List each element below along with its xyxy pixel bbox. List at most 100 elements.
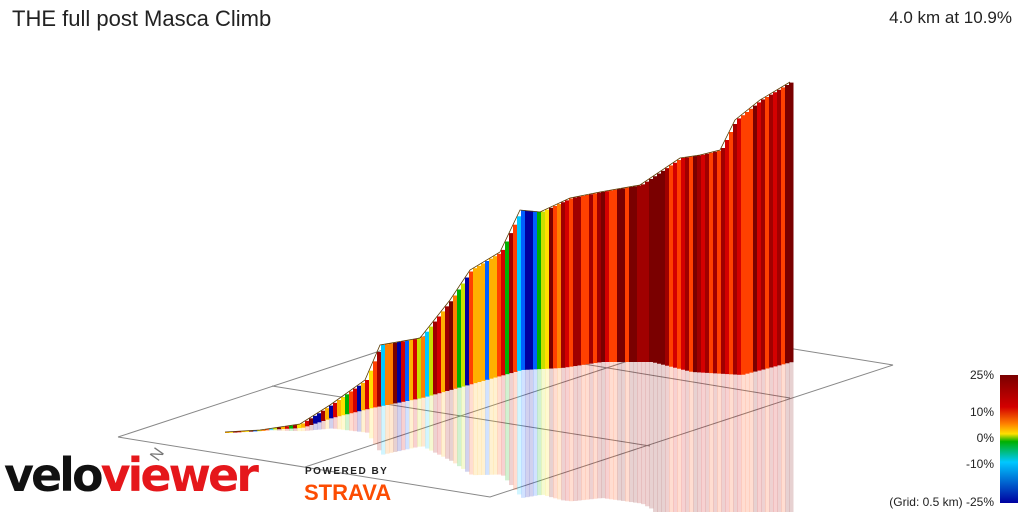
profile-strip bbox=[769, 94, 774, 368]
reflection-strip bbox=[649, 362, 654, 509]
profile-strip bbox=[485, 261, 490, 380]
reflection-strip bbox=[545, 368, 550, 497]
reflection-strip bbox=[553, 368, 558, 499]
profile-strip bbox=[617, 189, 622, 362]
profile-strip bbox=[465, 277, 470, 386]
reflection-strip bbox=[349, 413, 354, 431]
profile-strip bbox=[413, 339, 418, 400]
profile-strip bbox=[749, 108, 754, 373]
reflection-strip bbox=[753, 371, 758, 512]
profile-strip bbox=[397, 342, 402, 403]
profile-strip bbox=[261, 429, 266, 431]
reflection-strip bbox=[773, 366, 778, 512]
profile-strip bbox=[325, 408, 330, 420]
reflection-strip bbox=[369, 408, 374, 439]
reflection-strip bbox=[641, 362, 646, 505]
profile-strip bbox=[421, 336, 426, 398]
profile-strip bbox=[449, 301, 454, 390]
reflection-strip bbox=[425, 396, 430, 449]
reflection-strip bbox=[509, 373, 514, 486]
profile-strip bbox=[333, 402, 338, 418]
reflection-strip bbox=[597, 362, 602, 499]
reflection-strip bbox=[725, 374, 730, 512]
reflection-strip bbox=[497, 376, 502, 475]
profile-strip bbox=[517, 216, 522, 371]
reflection-strip bbox=[577, 365, 582, 501]
reflection-strip bbox=[293, 428, 298, 432]
profile-strip bbox=[369, 370, 374, 409]
reflection-strip bbox=[273, 429, 278, 431]
reflection-strip bbox=[277, 429, 282, 431]
profile-strip bbox=[417, 338, 422, 399]
reflection-strip bbox=[605, 362, 610, 499]
reflection-strip bbox=[737, 374, 742, 512]
profile-strip bbox=[353, 388, 358, 413]
strava-logo[interactable]: STRAVA bbox=[304, 480, 392, 505]
reflection-strip bbox=[625, 362, 630, 502]
profile-strip bbox=[373, 361, 378, 408]
profile-strip bbox=[269, 428, 274, 430]
profile-top-edge bbox=[224, 81, 791, 433]
profile-strip bbox=[621, 188, 626, 362]
profile-strip bbox=[557, 204, 562, 369]
reflection-strip bbox=[733, 374, 738, 512]
legend-label-min: -25% bbox=[965, 495, 994, 509]
profile-strip bbox=[317, 413, 322, 423]
profile-strip bbox=[277, 427, 282, 430]
profile-strip bbox=[757, 102, 762, 371]
reflection-strip bbox=[401, 401, 406, 451]
grid-note-text: (Grid: 0.5 km) bbox=[889, 495, 963, 509]
profile-strip bbox=[313, 415, 318, 424]
profile-strip bbox=[309, 418, 314, 425]
reflection-strip bbox=[385, 405, 390, 454]
reflection-strip bbox=[461, 386, 466, 469]
profile-strip bbox=[573, 197, 578, 367]
reflection-strip bbox=[601, 362, 606, 499]
powered-by-label: POWERED BY bbox=[305, 466, 389, 477]
profile-strip bbox=[401, 341, 406, 402]
profile-strip bbox=[705, 153, 710, 373]
veloviewer-logo[interactable]: veloviewer bbox=[4, 452, 259, 498]
reflection-strip bbox=[701, 372, 706, 512]
reflection-strip bbox=[289, 428, 294, 431]
profile-strip bbox=[681, 157, 686, 370]
logo-viewer: viewer bbox=[100, 448, 259, 502]
profile-strip bbox=[493, 256, 498, 378]
reflection-strip bbox=[689, 371, 694, 512]
profile-strip bbox=[477, 265, 482, 383]
profile-reflection bbox=[229, 362, 794, 512]
reflection-strip bbox=[337, 416, 342, 430]
reflection-strip bbox=[621, 362, 626, 501]
profile-strip bbox=[657, 173, 662, 364]
page-title: THE full post Masca Climb bbox=[12, 6, 272, 31]
reflection-strip bbox=[645, 362, 650, 507]
profile-strip bbox=[265, 429, 270, 431]
reflection-strip bbox=[561, 367, 566, 501]
profile-strip bbox=[669, 165, 674, 367]
reflection-strip bbox=[477, 382, 482, 476]
reflection-strip bbox=[549, 368, 554, 498]
logo-velo: velo bbox=[4, 448, 104, 502]
profile-strip bbox=[245, 430, 250, 432]
reflection-strip bbox=[417, 398, 422, 447]
reflection-strip bbox=[361, 410, 366, 433]
reflection-strip bbox=[365, 409, 370, 433]
reflection-strip bbox=[593, 363, 598, 499]
profile-strip bbox=[593, 193, 598, 364]
reflection-strip bbox=[513, 371, 518, 490]
profile-strip bbox=[685, 157, 690, 371]
profile-strip bbox=[345, 394, 350, 415]
profile-strip bbox=[765, 97, 770, 369]
profile-strip bbox=[529, 210, 534, 370]
profile-strip bbox=[429, 326, 434, 396]
reflection-strip bbox=[785, 363, 790, 512]
reflection-strip bbox=[441, 392, 446, 457]
profile-strip bbox=[273, 428, 278, 430]
reflection-strip bbox=[321, 421, 326, 430]
profile-strip bbox=[241, 431, 246, 433]
reflection-strip bbox=[741, 374, 746, 512]
reflection-strip bbox=[609, 362, 614, 500]
profile-strip bbox=[589, 194, 594, 364]
reflection-strip bbox=[521, 369, 526, 498]
